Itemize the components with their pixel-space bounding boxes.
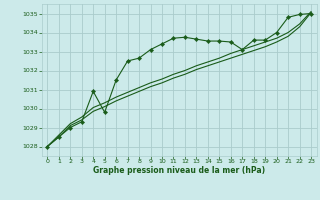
X-axis label: Graphe pression niveau de la mer (hPa): Graphe pression niveau de la mer (hPa) [93, 166, 265, 175]
